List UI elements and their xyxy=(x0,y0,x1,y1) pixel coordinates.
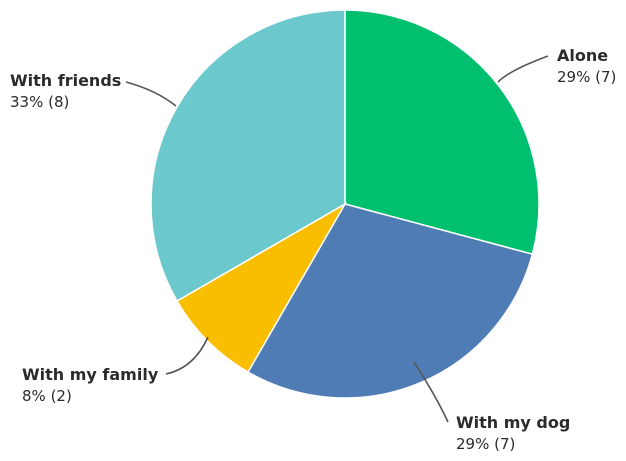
pie-slice-with-my-family xyxy=(175,201,348,374)
slice-labels: Alone 29% (7) With my dog 29% (7) With my fa… xyxy=(10,46,616,453)
leader-line-with-my-family xyxy=(165,336,209,375)
leader-line-with-my-dog xyxy=(413,361,449,423)
leader-line-alone xyxy=(497,55,549,83)
pie-slice-with-friends xyxy=(150,9,346,303)
slice-value-with-my-dog: 29% (7) xyxy=(456,435,515,453)
slice-value-with-my-family: 8% (2) xyxy=(22,387,72,405)
pie-slice-with-my-dog xyxy=(246,203,534,399)
pie-slice-alone xyxy=(344,9,540,256)
slice-label-with-friends: With friends xyxy=(10,71,121,90)
slice-value-with-friends: 33% (8) xyxy=(10,93,69,111)
pie-slices xyxy=(150,9,540,399)
slice-label-with-my-dog: With my dog xyxy=(456,413,570,432)
leader-line-with-friends xyxy=(125,81,177,107)
slice-label-with-my-family: With my family xyxy=(22,365,159,384)
slice-value-alone: 29% (7) xyxy=(557,68,616,86)
leader-lines xyxy=(125,55,549,423)
slice-label-alone: Alone xyxy=(557,46,608,65)
